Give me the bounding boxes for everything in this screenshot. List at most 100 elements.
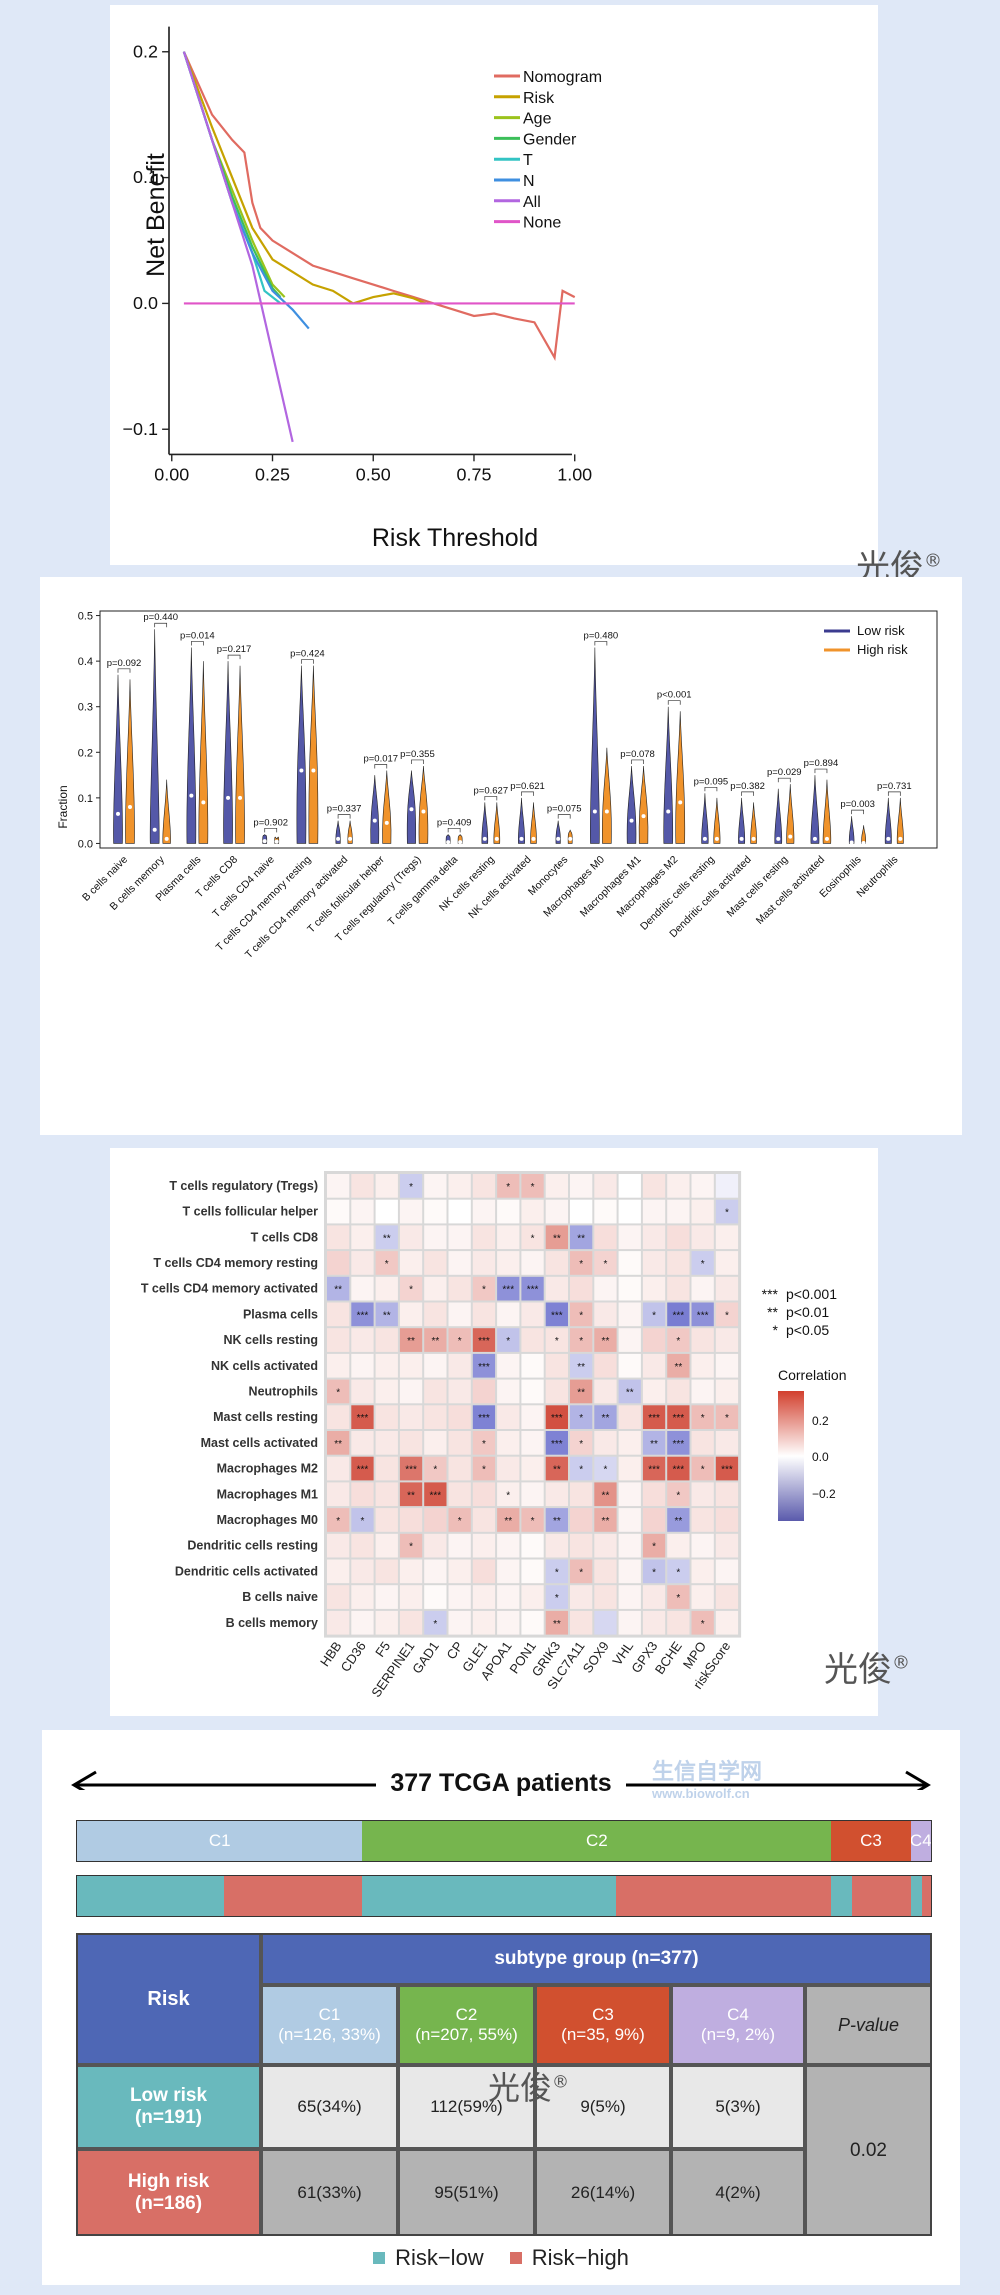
heatmap-star-9-1: *** [357, 1413, 369, 1424]
heatmap-cell-9-1 [351, 1405, 374, 1429]
heatmap-cell-5-5 [448, 1302, 471, 1327]
violin-high-17 [750, 802, 757, 844]
heatmap-cell-5-11 [594, 1302, 617, 1327]
heatmap-cell-8-6 [472, 1379, 496, 1404]
dca-line-age [182, 51, 286, 298]
dca-y-tick-label: 0.1 [133, 167, 158, 187]
head-c2-cell: C2 (n=207, 55%) [400, 1987, 533, 2063]
violin-high-median-12 [568, 836, 573, 841]
heatmap-cell-3-13 [642, 1251, 666, 1275]
heatmap-cell-14-9 [545, 1533, 568, 1558]
low-risk-label-cell: Low risk (n=191) [78, 2067, 259, 2147]
heatmap-star-10-13: ** [650, 1439, 658, 1450]
violin-high-11 [530, 802, 537, 844]
violin-bracket-14 [631, 759, 644, 764]
subtype-group-bar: C1 C2 C3 C4 [76, 1820, 932, 1862]
heatmap-star-10-14: *** [673, 1439, 685, 1450]
violin-pvalue-9: p=0.409 [437, 817, 472, 828]
heatmap-cell-9-16 [715, 1405, 739, 1429]
heatmap-cell-7-14 [667, 1353, 690, 1378]
heatmap-star-14-13: * [652, 1542, 656, 1553]
violin-bracket-8 [411, 759, 424, 764]
violin-high-median-19 [824, 836, 829, 841]
dca-legend-label-risk: Risk [523, 90, 555, 107]
heatmap-cell-1-13 [642, 1199, 666, 1224]
heatmap-star-10-0: ** [334, 1439, 342, 1450]
violin-bracket-11 [521, 791, 534, 796]
heatmap-cell-3-6 [472, 1251, 496, 1275]
violin-low-5 [296, 665, 307, 844]
heatmap-cell-15-12 [618, 1559, 641, 1584]
heatmap-cell-9-15 [691, 1405, 714, 1429]
patients-title: 377 TCGA patients [376, 1769, 626, 1798]
violin-low-median-12 [556, 836, 561, 841]
heatmap-cell-11-3 [399, 1456, 423, 1481]
risk-segment-0 [77, 1876, 225, 1916]
heatmap-cell-14-10 [570, 1533, 593, 1558]
heatmap-star-9-6: *** [478, 1413, 490, 1424]
heatmap-cell-9-9 [545, 1405, 568, 1429]
heatmap-star-5-9: *** [551, 1310, 563, 1321]
violin-high-median-14 [641, 814, 646, 819]
violin-low-median-2 [189, 793, 194, 798]
subtype-table: Risk subtype group (n=377) C1 (n=126, 33… [76, 1933, 932, 2236]
heatmap-cell-16-1 [351, 1585, 374, 1609]
heatmap-cell-13-0 [327, 1508, 350, 1532]
heatmap-cell-8-0 [327, 1379, 350, 1404]
heatmap-cell-15-9 [545, 1559, 568, 1584]
risk-segment-5 [851, 1876, 911, 1916]
heatmap-cell-11-10 [570, 1456, 593, 1481]
heatmap-cell-14-7 [497, 1533, 520, 1558]
heatmap-cell-15-3 [399, 1559, 423, 1584]
heatmap-star-3-15: * [701, 1259, 705, 1270]
heatmap-cell-0-8 [521, 1174, 544, 1198]
violin-high-18 [786, 784, 795, 844]
heatmap-cell-16-0 [327, 1585, 350, 1609]
heatmap-cell-16-4 [424, 1585, 447, 1609]
heatmap-cell-6-2 [375, 1328, 398, 1352]
heatmap-star-5-10: * [579, 1310, 583, 1321]
heatmap-cell-11-4 [424, 1456, 447, 1481]
violin-high-2 [198, 661, 209, 844]
dca-line-risk [182, 51, 427, 305]
heatmap-cell-12-6 [472, 1482, 496, 1507]
heatmap-col-label-4: GAD1 [409, 1639, 442, 1677]
risk-segment-7 [921, 1876, 931, 1916]
heatmap-cell-11-11 [594, 1456, 617, 1481]
heatmap-row-label-6: NK cells resting [224, 1333, 318, 1347]
heatmap-cell-12-13 [642, 1482, 666, 1507]
heatmap-cell-4-13 [642, 1276, 666, 1301]
violin-bracket-3 [227, 654, 241, 660]
heatmap-cell-3-4 [424, 1251, 447, 1275]
violin-high-median-4 [274, 839, 279, 844]
pvalue-header-cell: P-value [807, 1987, 930, 2063]
heatmap-cell-8-13 [642, 1379, 666, 1404]
heatmap-cell-2-8 [521, 1225, 544, 1250]
violin-low-19 [810, 775, 820, 844]
colorbar-title: Correlation [778, 1367, 846, 1383]
heatmap-star-11-6: * [482, 1465, 486, 1476]
heatmap-cell-2-0 [327, 1225, 350, 1250]
heatmap-cell-3-10 [570, 1251, 593, 1275]
heatmap-star-6-4: ** [431, 1336, 439, 1347]
heatmap-cell-8-4 [424, 1379, 447, 1404]
heatmap-cell-1-14 [667, 1199, 690, 1224]
heatmap-cell-3-16 [715, 1251, 739, 1275]
heatmap-cell-9-6 [472, 1405, 496, 1429]
heatmap-star-9-16: * [725, 1413, 729, 1424]
low-c2-cell: 112(59%) [400, 2067, 533, 2147]
violin-category-label-11: NK cells activated [466, 854, 534, 922]
heatmap-cell-5-1 [351, 1302, 374, 1327]
heatmap-cell-2-10 [570, 1225, 593, 1250]
heatmap-cell-10-3 [399, 1431, 423, 1455]
heatmap-star-5-13: * [652, 1310, 656, 1321]
violin-panel: 0.0 0.1 0.2 0.3 0.4 0.5 p=0.092 B cells naive p… [40, 577, 962, 1135]
violin-high-median-15 [678, 800, 683, 805]
heatmap-cell-7-11 [594, 1353, 617, 1378]
heatmap-cell-11-7 [497, 1456, 520, 1481]
heatmap-cell-14-3 [399, 1533, 423, 1558]
heatmap-star-11-11: * [603, 1465, 607, 1476]
heatmap-cell-2-9 [545, 1225, 568, 1250]
heatmap-cell-17-16 [715, 1610, 739, 1635]
heatmap-star-9-10: * [579, 1413, 583, 1424]
